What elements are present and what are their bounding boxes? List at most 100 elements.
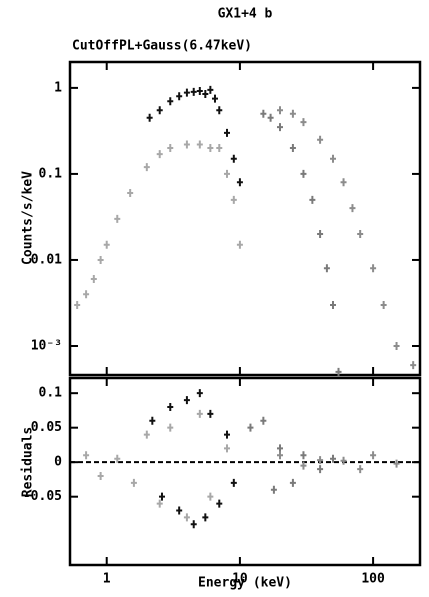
data-point xyxy=(207,492,214,501)
x-tick-label: 1 xyxy=(103,572,111,587)
data-point xyxy=(289,478,296,487)
data-point xyxy=(330,454,337,463)
data-point xyxy=(74,300,81,309)
data-point xyxy=(156,106,163,115)
data-point xyxy=(216,499,223,508)
data-point xyxy=(236,178,243,187)
data-point xyxy=(247,423,254,432)
chart-title: GX1+4 b xyxy=(218,7,273,22)
data-point xyxy=(202,513,209,522)
data-point xyxy=(143,430,150,439)
data-point xyxy=(277,123,284,132)
data-point xyxy=(196,140,203,149)
data-point xyxy=(260,416,267,425)
data-point xyxy=(167,97,174,106)
data-point xyxy=(370,264,377,273)
data-point xyxy=(127,189,134,198)
data-point xyxy=(167,423,174,432)
data-point xyxy=(196,409,203,418)
data-point xyxy=(236,240,243,249)
y-tick-label: -0.05 xyxy=(23,489,62,504)
data-point xyxy=(300,169,307,178)
data-point xyxy=(340,456,347,465)
data-point xyxy=(317,465,324,474)
y-tick-label: 0.1 xyxy=(39,166,63,181)
data-point xyxy=(317,456,324,465)
chart-subtitle: CutOffPL+Gauss(6.47keV) xyxy=(72,39,252,54)
x-tick-label: 100 xyxy=(361,572,385,587)
data-point xyxy=(196,87,203,96)
data-point xyxy=(289,109,296,118)
data-point xyxy=(260,109,267,118)
data-point xyxy=(143,163,150,172)
data-point xyxy=(211,94,218,103)
data-point xyxy=(156,499,163,508)
data-point xyxy=(230,478,237,487)
data-point xyxy=(224,169,231,178)
data-point xyxy=(83,290,90,299)
data-point xyxy=(190,520,197,529)
data-point xyxy=(357,465,364,474)
data-point xyxy=(183,396,190,405)
data-point xyxy=(114,454,121,463)
y-tick-label: 1 xyxy=(54,80,62,95)
y-tick-label: 0.05 xyxy=(31,420,62,435)
data-point xyxy=(393,459,400,468)
y-tick-label: 0.1 xyxy=(39,386,63,401)
data-point xyxy=(300,461,307,470)
data-point xyxy=(190,87,197,96)
data-point xyxy=(323,264,330,273)
y-axis-label: Residuals xyxy=(21,427,36,497)
data-point xyxy=(97,471,104,480)
data-point xyxy=(370,451,377,460)
data-point xyxy=(83,451,90,460)
data-point xyxy=(103,240,110,249)
data-point xyxy=(202,89,209,98)
y-axis-label: Counts/s/keV xyxy=(21,171,36,265)
data-point xyxy=(90,275,97,284)
data-point xyxy=(207,85,214,94)
data-point xyxy=(176,92,183,101)
data-point xyxy=(277,106,284,115)
data-point xyxy=(196,389,203,398)
data-point xyxy=(183,88,190,97)
data-point xyxy=(167,144,174,153)
data-point xyxy=(167,402,174,411)
data-point xyxy=(183,140,190,149)
plot-frame xyxy=(68,376,422,567)
data-point xyxy=(317,135,324,144)
data-point xyxy=(277,451,284,460)
data-point xyxy=(330,154,337,163)
y-tick-label: 0.01 xyxy=(31,252,62,267)
x-tick-label: 10 xyxy=(232,572,248,587)
data-point xyxy=(289,144,296,153)
data-point xyxy=(277,444,284,453)
data-point xyxy=(216,106,223,115)
x-axis-label: Energy (keV) xyxy=(198,576,292,591)
data-point xyxy=(393,341,400,350)
data-point xyxy=(330,300,337,309)
y-tick-label: 10⁻³ xyxy=(31,338,62,353)
data-point xyxy=(380,300,387,309)
data-point xyxy=(340,178,347,187)
data-point xyxy=(224,430,231,439)
data-point xyxy=(130,478,137,487)
data-point xyxy=(207,144,214,153)
data-point xyxy=(149,416,156,425)
data-point xyxy=(230,195,237,204)
data-point xyxy=(207,409,214,418)
data-point xyxy=(224,444,231,453)
data-point xyxy=(216,144,223,153)
data-point xyxy=(335,367,342,376)
data-point xyxy=(230,154,237,163)
data-point xyxy=(176,506,183,515)
data-point xyxy=(114,214,121,223)
data-point xyxy=(183,513,190,522)
plot-frame xyxy=(68,60,422,377)
data-point xyxy=(317,230,324,239)
data-point xyxy=(349,204,356,213)
data-point xyxy=(97,255,104,264)
data-point xyxy=(300,118,307,127)
y-tick-label: 0 xyxy=(54,455,62,470)
